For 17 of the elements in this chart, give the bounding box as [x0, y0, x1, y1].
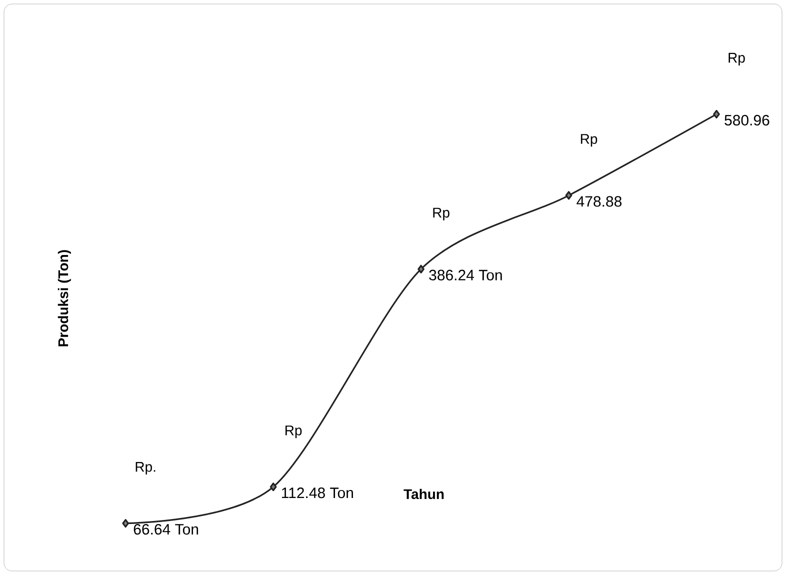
y-axis-title: Produksi (Ton): [58, 250, 71, 346]
annotation: Rp.: [136, 462, 156, 475]
data-label: 386.24 Ton: [429, 270, 502, 280]
point: [270, 482, 277, 492]
data-label: 112.48 Ton: [282, 488, 353, 498]
data-label: 580.96: [724, 114, 770, 126]
annotation: Rp: [433, 208, 450, 220]
data-label: 478.88: [576, 196, 622, 207]
annotation: Rp: [286, 426, 302, 438]
point: [122, 519, 129, 528]
text: Rp: [728, 52, 745, 66]
data-label: 66.64 Ton: [134, 524, 198, 535]
point: [418, 264, 424, 274]
point: [565, 191, 572, 200]
x-axis-title: Tahun: [404, 488, 444, 500]
point: [713, 110, 720, 118]
annotation: Rp: [580, 134, 598, 147]
